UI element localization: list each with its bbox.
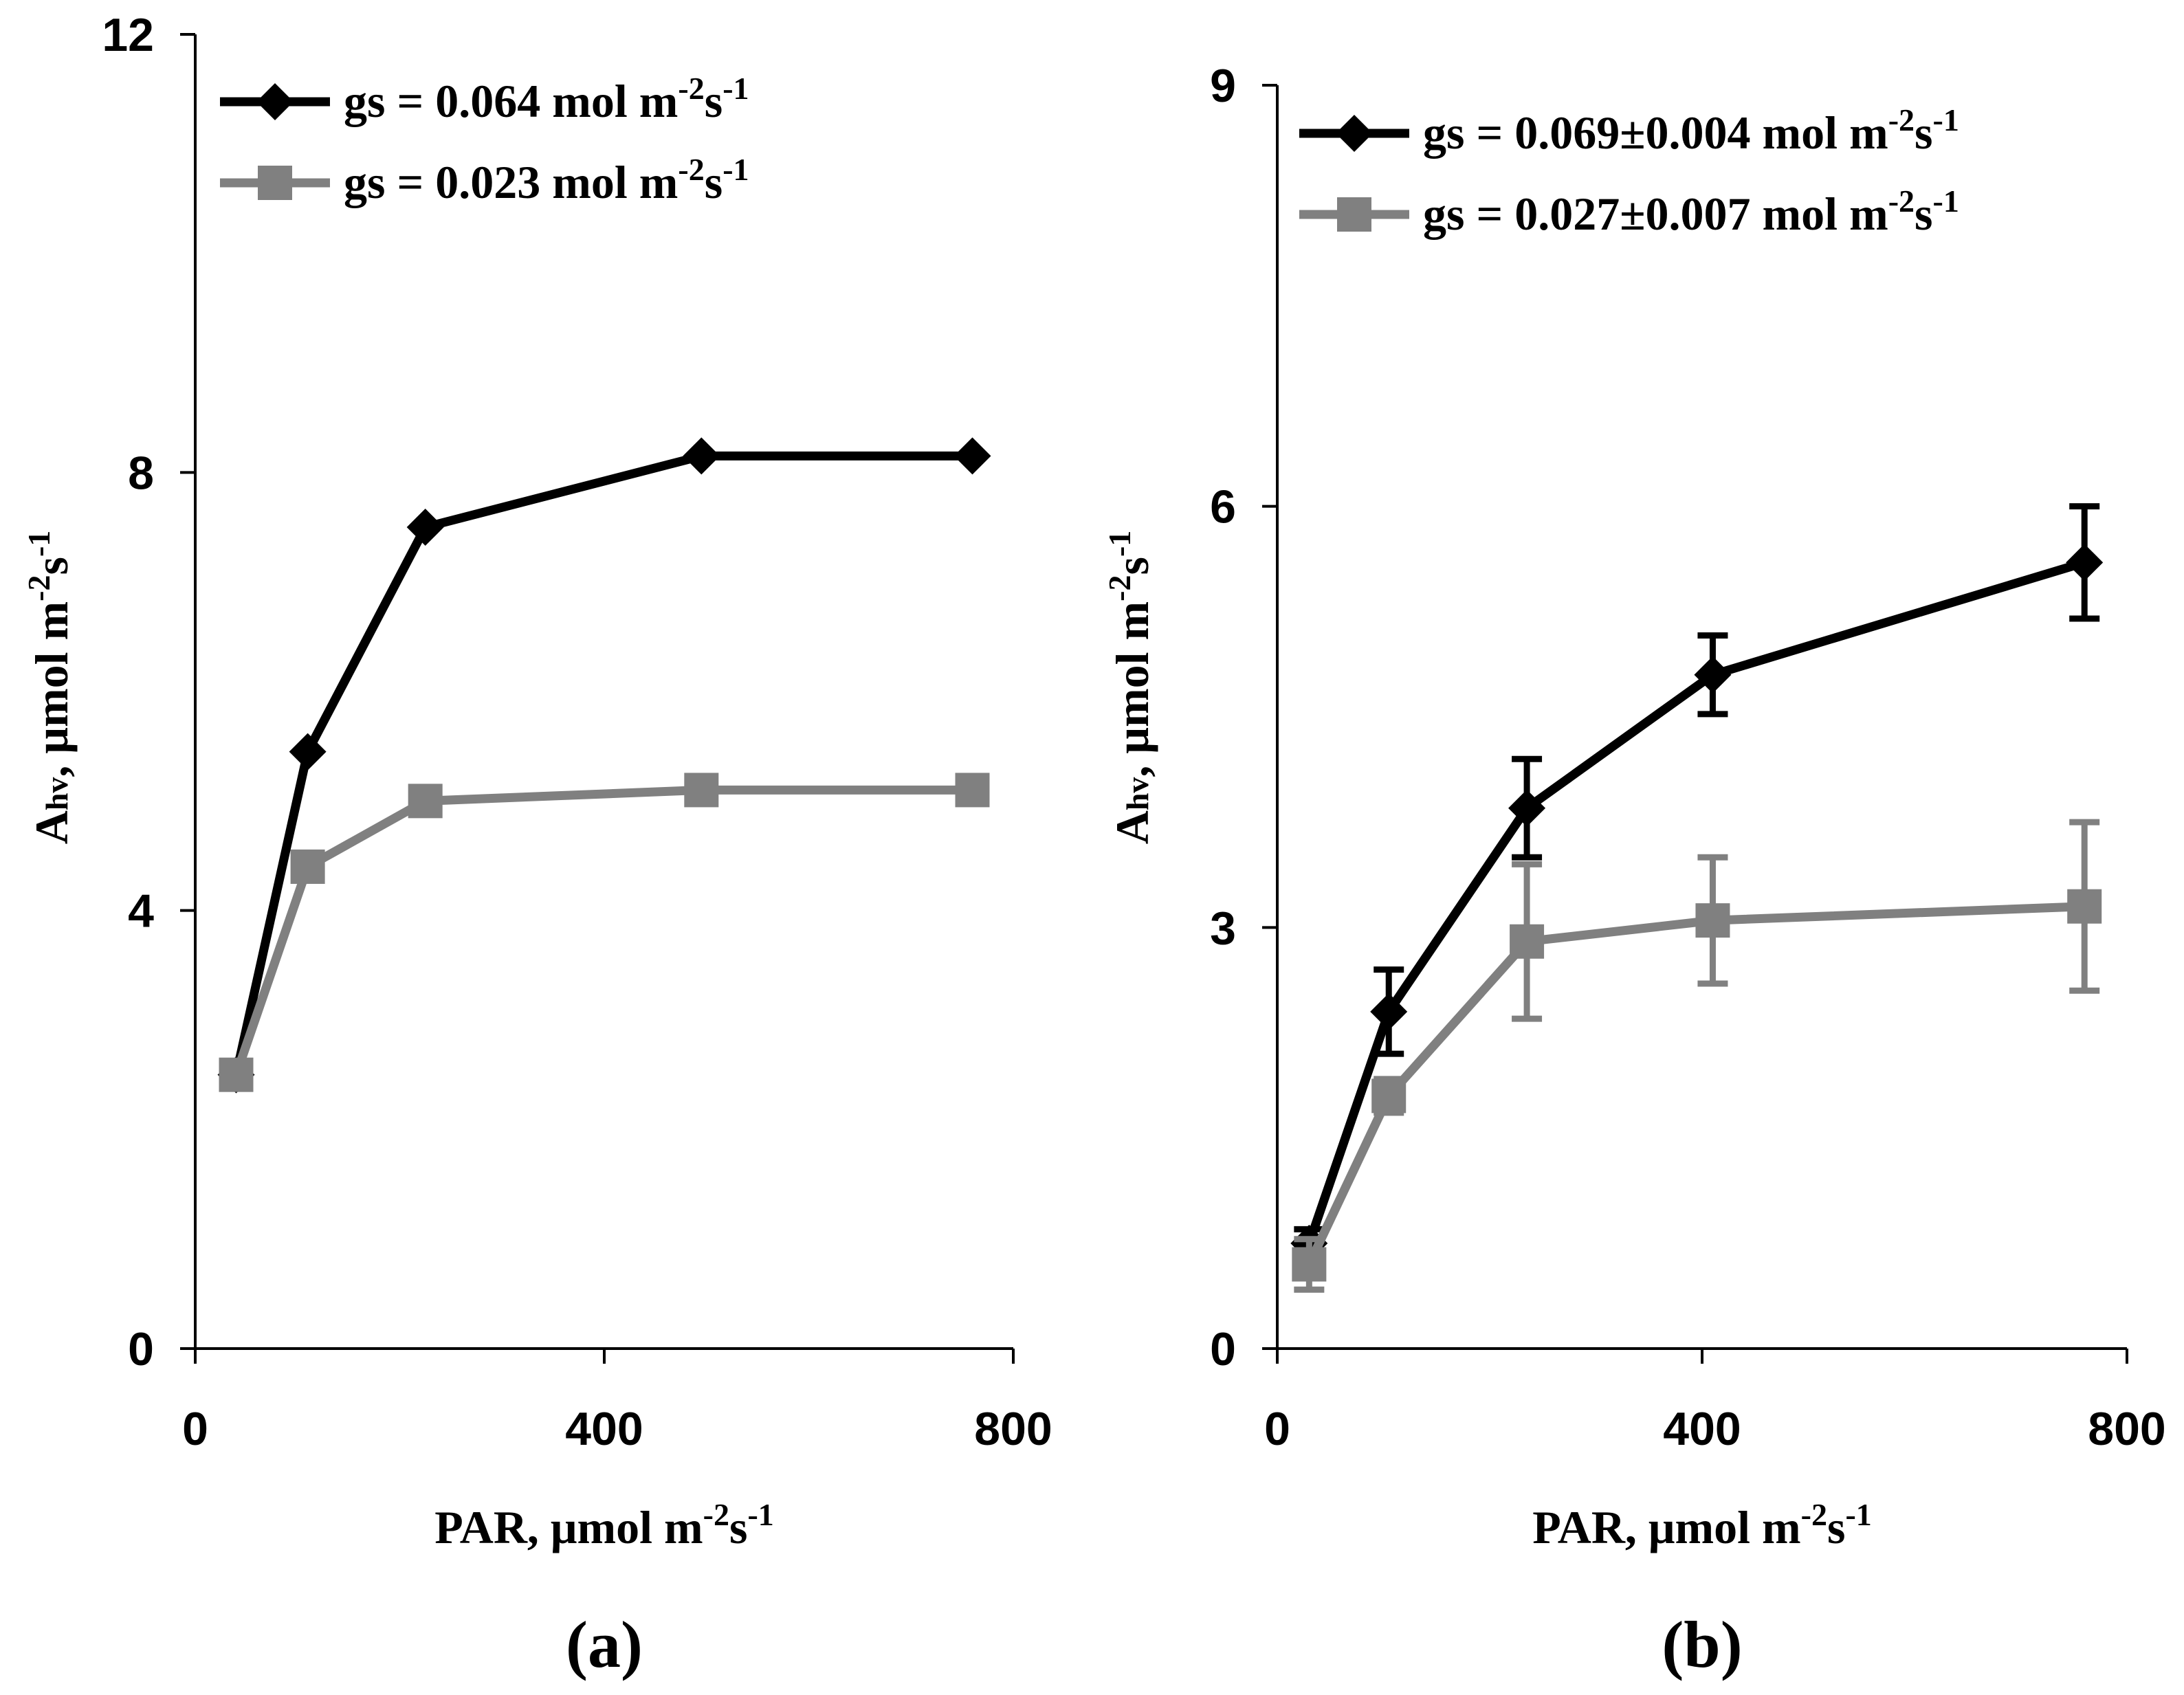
series-2: gs = 0.023 mol m-2s-1 [219,152,990,1092]
data-point [684,773,719,808]
legend-label-mid: s [1915,107,1932,159]
y-axis-title-sup1: -2 [21,575,56,601]
data-point [289,733,327,771]
x-tick-label: 400 [1663,1403,1741,1455]
y-tick-label: 3 [1210,902,1236,954]
series-line [232,451,973,1076]
legend-label-sup1: -2 [1888,102,1915,137]
x-tick-label: 400 [565,1403,643,1455]
legend-label-main: gs = 0.027±0.007 mol m [1423,188,1888,240]
data-point [1508,789,1546,827]
x-axis-title-sup2: -1 [747,1497,773,1532]
legend-marker [1337,197,1371,232]
y-axis-title-sup2: -1 [21,531,56,557]
y-tick-label: 12 [102,9,154,61]
x-tick-label: 0 [182,1403,208,1455]
series-line [1305,558,2086,1245]
data-point [683,437,720,475]
data-point [2067,889,2102,924]
x-axis-title: PAR, μmol m-2s-1 [434,1497,774,1553]
x-tick-label: 800 [974,1403,1052,1455]
x-axis-title-mid: s [729,1501,747,1553]
legend-label: gs = 0.064 mol m-2s-1 [344,71,749,127]
data-point [1370,993,1408,1030]
y-axis-title-sub: hv [39,777,74,811]
y-tick-label: 6 [1210,481,1236,533]
series-line [232,785,973,1076]
x-axis-title-sup1: -2 [703,1497,729,1532]
data-point [1292,1247,1327,1282]
data-point [219,1057,254,1092]
legend-label: gs = 0.023 mol m-2s-1 [344,152,749,208]
data-point [290,849,325,884]
legend-label-main: gs = 0.023 mol m [344,156,678,208]
y-axis-title-main: A [1106,810,1158,844]
data-point [406,509,444,546]
legend-label-sup2: -1 [1933,102,1959,137]
y-axis-title-sup2: -1 [1102,531,1137,557]
data-point [2066,544,2104,581]
legend-label: gs = 0.027±0.007 mol m-2s-1 [1423,184,1959,240]
legend-marker [1336,115,1373,152]
y-axis-title-main: A [25,810,78,844]
x-axis-title-mid: s [1827,1501,1845,1553]
y-tick-label: 0 [1210,1323,1236,1375]
y-axis-title-sub: hv [1120,777,1155,811]
legend-label-sup2: -1 [723,71,749,106]
x-tick-label: 800 [2088,1403,2165,1455]
legend-label-main: gs = 0.069±0.004 mol m [1423,107,1888,159]
data-point [1695,903,1730,938]
data-point [953,437,991,475]
x-axis-title-main: PAR, μmol m [434,1501,703,1553]
y-axis-title-rest: , μmol m [25,601,78,777]
series-1: gs = 0.069±0.004 mol m-2s-1 [1290,102,2104,1262]
legend-label-sup1: -2 [1888,184,1915,219]
x-tick-label: 0 [1264,1403,1290,1455]
legend-label: gs = 0.069±0.004 mol m-2s-1 [1423,102,1959,159]
series-2: gs = 0.027±0.007 mol m-2s-1 [1292,184,2102,1293]
data-point [1371,1078,1407,1114]
legend-marker [258,166,292,200]
panel-label: (b) [1662,1608,1742,1681]
y-tick-label: 8 [128,447,154,499]
y-axis-title-mid: s [1106,557,1158,575]
series-1: gs = 0.064 mol m-2s-1 [217,71,991,1094]
legend-label-main: gs = 0.064 mol m [344,75,678,127]
legend-label-sup2: -1 [723,152,749,187]
y-tick-label: 9 [1210,60,1236,112]
x-axis-title-sup2: -1 [1845,1497,1871,1532]
y-axis-title-rest: , μmol m [1106,601,1158,777]
legend-label-sup1: -2 [678,152,704,187]
legend-label-mid: s [705,156,723,208]
legend-label-mid: s [705,75,723,127]
legend-label-sup2: -1 [1933,184,1959,219]
data-point [955,773,990,808]
y-axis-title: Ahv, μmol m-2s-1 [1102,531,1158,845]
y-axis-title-mid: s [25,557,78,575]
y-axis-title: Ahv, μmol m-2s-1 [21,531,78,845]
y-tick-label: 0 [128,1323,154,1375]
x-axis-title: PAR, μmol m-2s-1 [1532,1497,1872,1553]
legend-marker [256,83,294,120]
legend-label-sup1: -2 [678,71,704,106]
legend-label-mid: s [1915,188,1932,240]
panel-label: (a) [566,1608,643,1681]
data-point [1510,924,1545,959]
x-axis-title-main: PAR, μmol m [1532,1501,1800,1553]
y-axis-title-sup1: -2 [1102,575,1137,601]
y-tick-label: 4 [128,885,154,938]
x-axis-title-sup1: -2 [1801,1497,1827,1532]
data-point [1694,656,1732,694]
data-point [408,784,443,819]
